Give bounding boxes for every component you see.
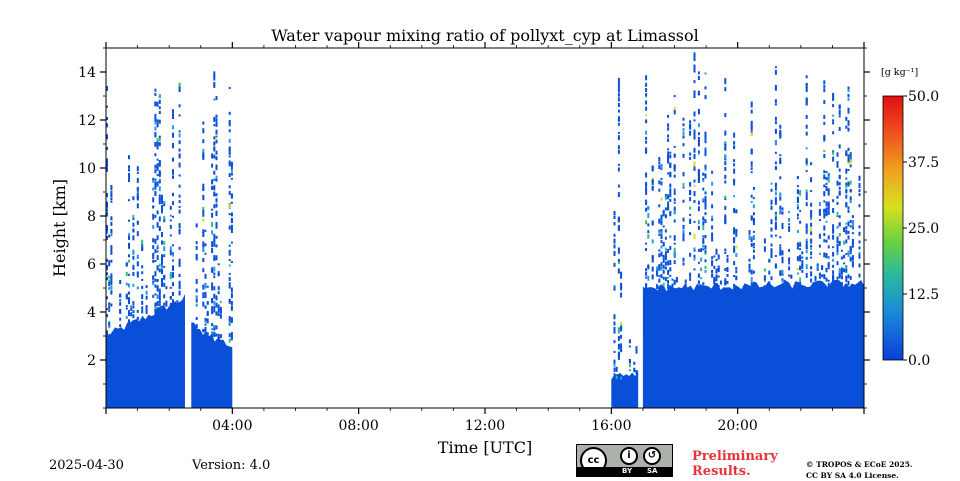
- x-tick-label: 16:00: [591, 418, 631, 434]
- y-tick-label: 4: [87, 305, 96, 321]
- y-tick-label: 10: [78, 161, 96, 177]
- dense-moisture-layer: [191, 322, 233, 408]
- copyright-notice: © TROPOS & ECoE 2025. CC BY SA 4.0 Licen…: [806, 459, 913, 481]
- y-tick-label: 2: [87, 353, 96, 369]
- badge-by: BY: [622, 467, 633, 475]
- date-label: 2025-04-30: [49, 458, 124, 473]
- badge-strip: BY SA: [577, 467, 672, 476]
- x-tick-label: 12:00: [465, 418, 505, 434]
- dense-moisture-layer: [642, 279, 864, 408]
- y-tick-label: 6: [87, 257, 96, 273]
- moisture-speckles: [645, 52, 861, 292]
- copyright-line2: CC BY SA 4.0 License.: [806, 471, 899, 480]
- chart-title: Water vapour mixing ratio of pollyxt_cyp…: [271, 26, 698, 45]
- dense-moisture-layer: [106, 294, 185, 408]
- moisture-speckles: [613, 77, 638, 381]
- x-tick-label: 04:00: [212, 418, 252, 434]
- copyright-line1: © TROPOS & ECoE 2025.: [806, 460, 913, 469]
- colorbar: [882, 95, 904, 361]
- colorbar-tick-label: 12.5: [908, 287, 939, 303]
- share-alike-icon: ↺: [643, 447, 661, 465]
- colorbar-tick-label: 37.5: [908, 155, 939, 171]
- x-axis-label: Time [UTC]: [438, 438, 532, 457]
- moisture-speckles: [195, 71, 233, 343]
- y-axis-label: Height [km]: [50, 179, 69, 277]
- x-tick-label: 08:00: [338, 418, 378, 434]
- cc-license-badge[interactable]: cc i ↺ BY SA: [576, 444, 673, 477]
- colorbar-tick-label: 0.0: [908, 353, 930, 369]
- colorbar-ticks: 0.0 12.5 25.0 37.5 50.0: [903, 89, 939, 369]
- y-tick-label: 8: [87, 209, 96, 225]
- preliminary-line1: Preliminary: [692, 449, 778, 464]
- version-label: Version: 4.0: [192, 458, 271, 473]
- preliminary-notice: Preliminary Results.: [692, 449, 778, 479]
- attribution-icon: i: [620, 447, 638, 465]
- axis-ticks: 04:00 08:00 12:00 16:00 20:00 2 4 6 8 10 12 14: [78, 42, 870, 434]
- colorbar-tick-label: 25.0: [908, 221, 939, 237]
- dense-moisture-layer: [611, 370, 639, 408]
- colorbar-unit: [g kg⁻¹]: [881, 67, 918, 78]
- y-tick-label: 12: [78, 113, 96, 129]
- moisture-speckles: [106, 82, 181, 338]
- x-tick-label: 20:00: [717, 418, 757, 434]
- y-tick-label: 14: [78, 65, 96, 81]
- heatmap-area: [106, 52, 864, 408]
- badge-sa: SA: [647, 467, 658, 475]
- preliminary-line2: Results.: [692, 464, 751, 479]
- colorbar-tick-label: 50.0: [908, 89, 939, 105]
